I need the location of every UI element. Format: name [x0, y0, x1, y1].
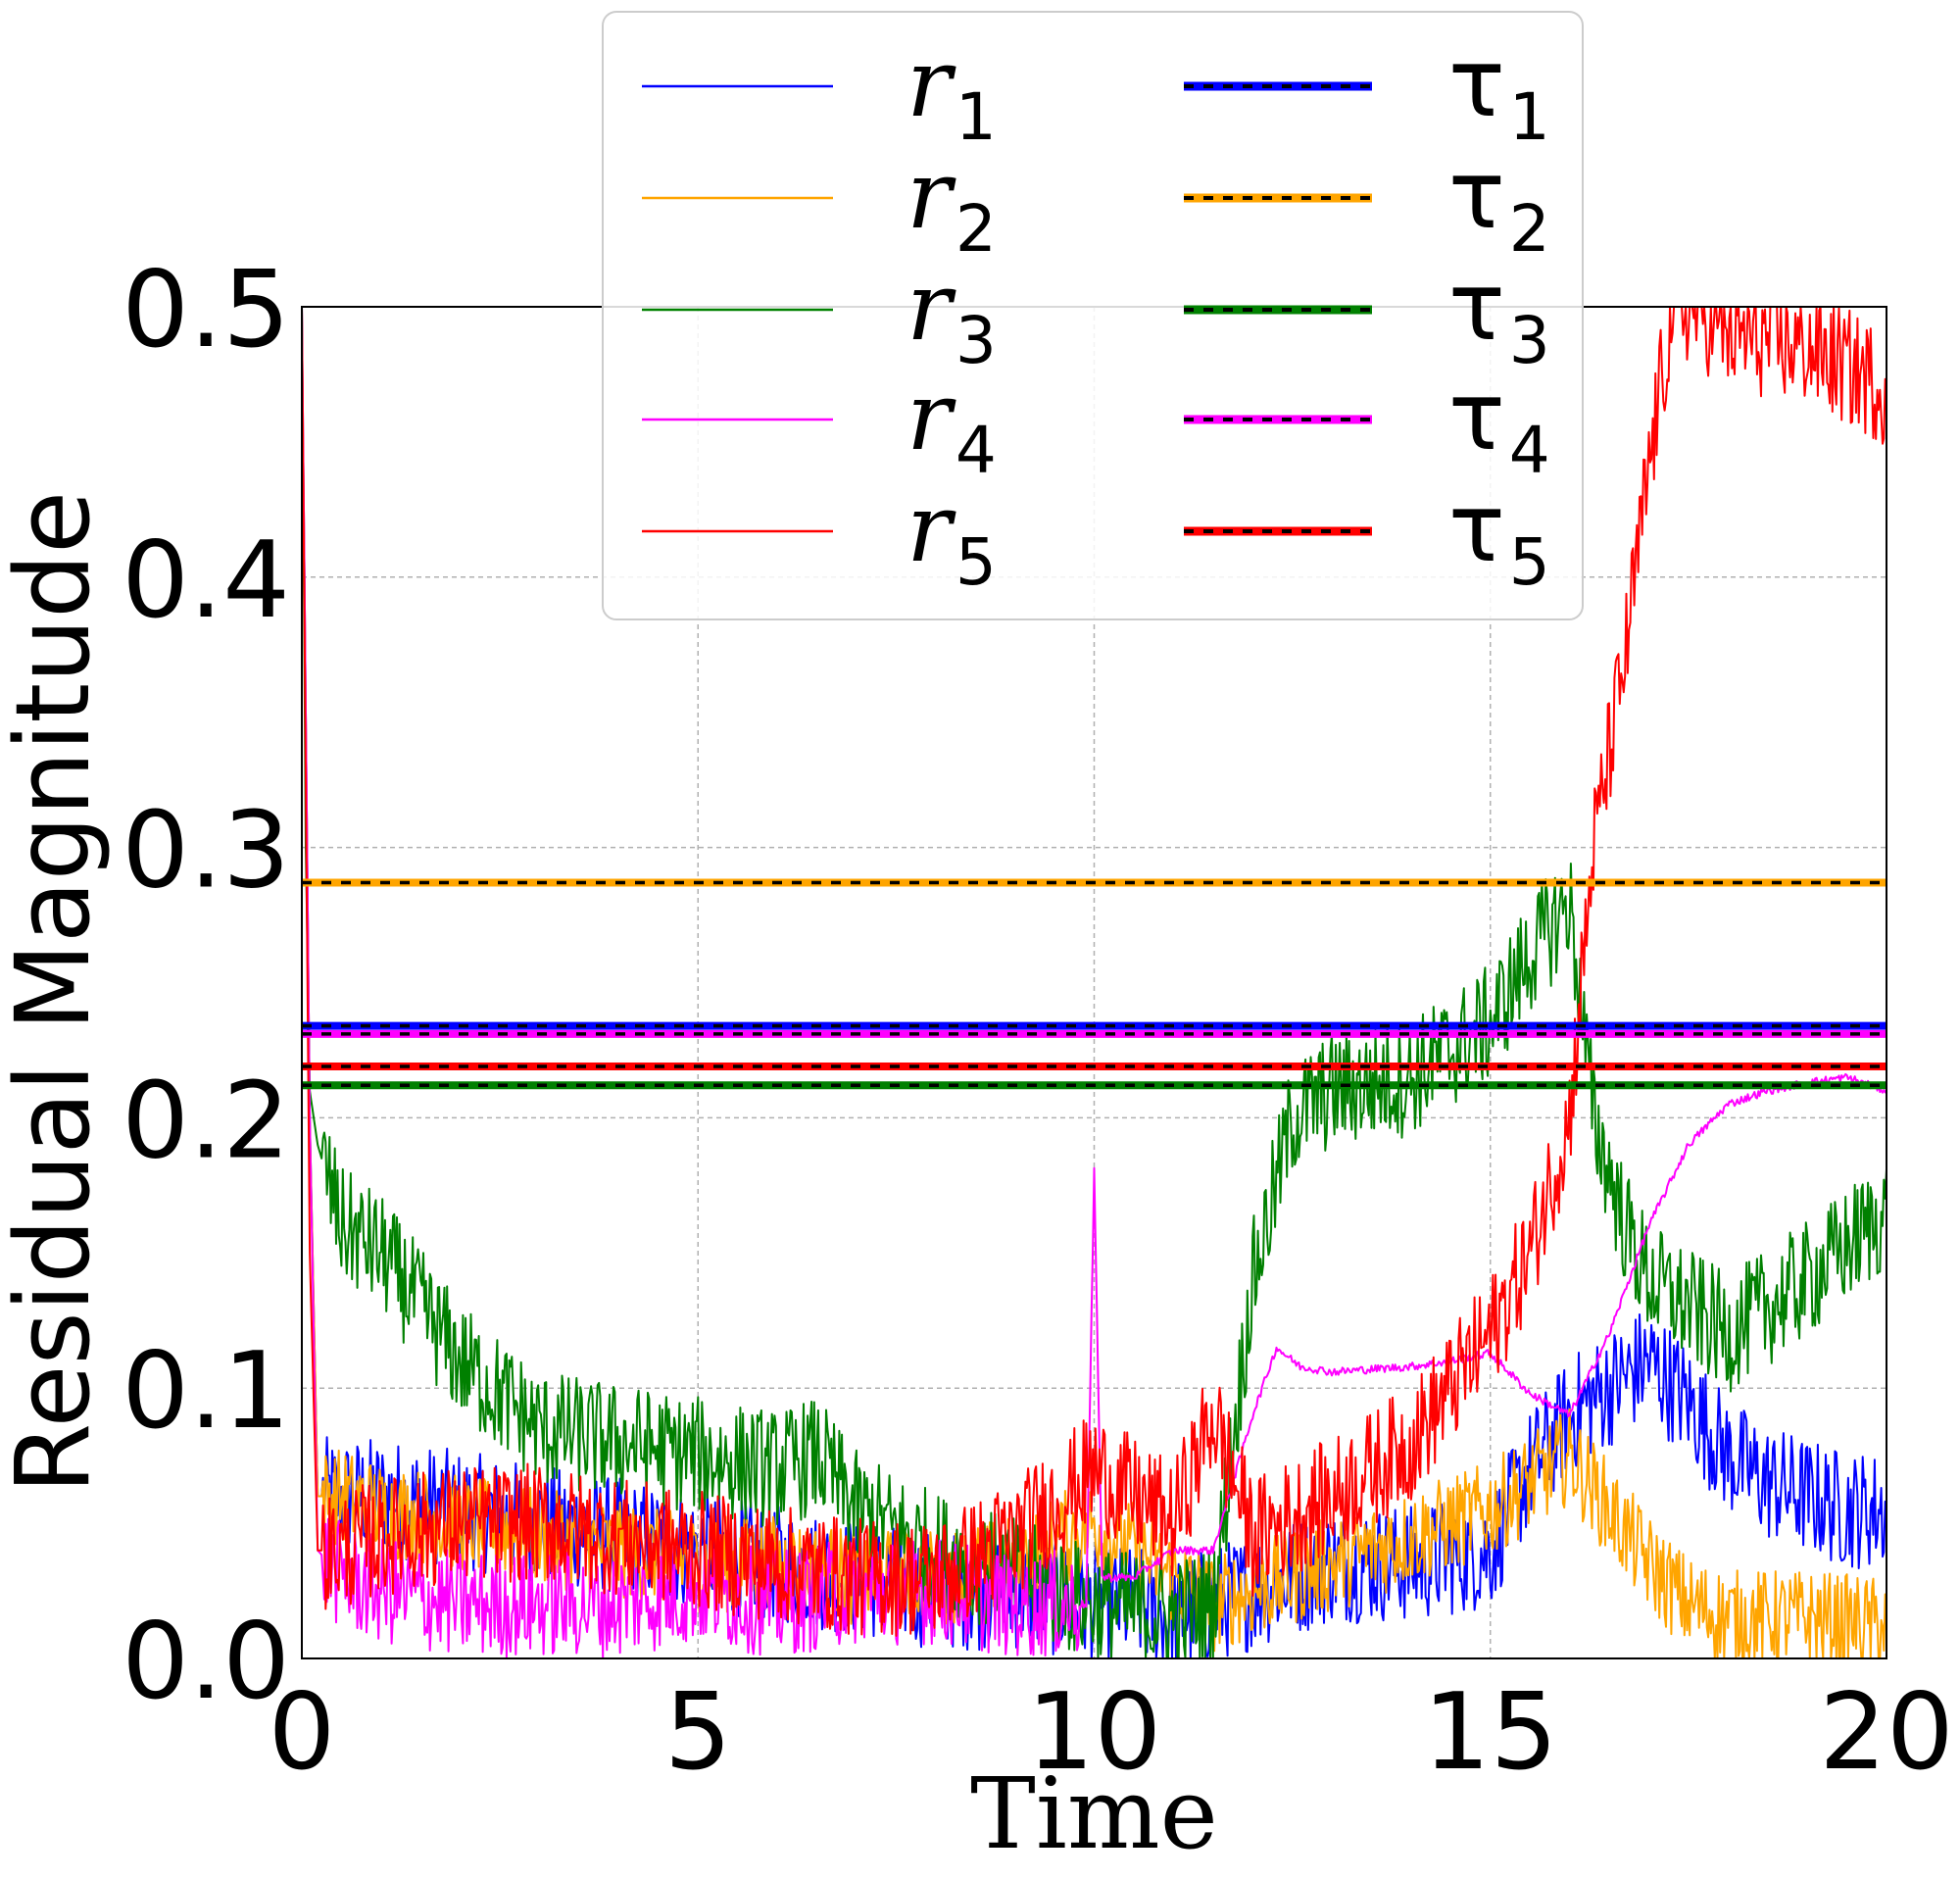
y-tick-label: 0.3 — [122, 790, 290, 913]
residual-series — [301, 306, 1887, 1659]
x-tick-label: 0 — [269, 1671, 336, 1794]
legend-label-tau4: τ4 — [1448, 362, 1550, 488]
y-tick-label: 0.4 — [122, 519, 290, 642]
x-tick-label: 20 — [1819, 1671, 1953, 1794]
y-tick-label: 0.0 — [122, 1601, 290, 1723]
legend-label-tau1: τ1 — [1448, 28, 1550, 155]
series-line-r3 — [301, 306, 1887, 1659]
y-tick-label: 0.2 — [122, 1060, 290, 1182]
series-line-r4 — [301, 306, 1887, 1659]
x-axis-title: Time — [970, 1756, 1218, 1871]
x-tick-label: 15 — [1423, 1671, 1557, 1794]
y-tick-label: 0.5 — [122, 249, 290, 371]
x-tick-label: 10 — [1027, 1671, 1161, 1794]
legend-box — [602, 11, 1584, 620]
series-line-r5 — [301, 306, 1887, 1637]
x-tick-label: 5 — [664, 1671, 732, 1794]
tick-labels: 0 5 10 15 20 0.0 0.1 0.2 0.3 0.4 0.5 — [122, 249, 1953, 1794]
y-axis-title: Residual Magnitude — [0, 491, 113, 1494]
threshold-lines — [302, 878, 1886, 1090]
y-tick-label: 0.1 — [122, 1330, 290, 1453]
